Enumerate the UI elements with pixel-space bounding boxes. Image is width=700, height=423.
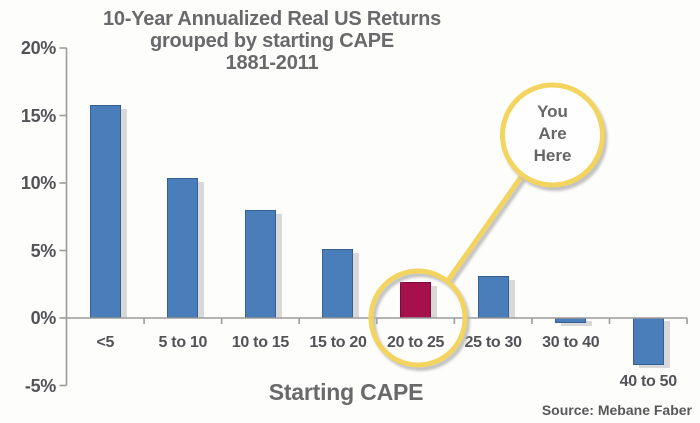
y-tick-label: 20% (20, 38, 56, 58)
bar (89, 104, 121, 318)
bar (322, 249, 354, 318)
bar (555, 318, 587, 324)
bar (477, 276, 509, 318)
y-tick-label: 15% (20, 105, 56, 126)
y-tick-label: 0% (30, 308, 57, 328)
chart-title-line1: 10-Year Annualized Real US Returns (102, 8, 442, 30)
x-axis-title: Starting CAPE (268, 379, 424, 405)
callout-text-line2: Are (538, 124, 567, 143)
bar-highlighted (400, 281, 432, 318)
bar (244, 210, 276, 318)
x-tick-label: 20 to 25 (386, 334, 445, 351)
chart-title-line3: 1881-2011 (225, 52, 319, 74)
chart-title: 10-Year Annualized Real US Returns group… (22, 8, 522, 74)
x-tick-label: 10 to 15 (231, 334, 290, 351)
callout-text-line1: You (537, 102, 568, 121)
y-tick-label: -5% (24, 375, 56, 396)
callout-text-line3: Here (533, 146, 572, 165)
x-tick-label: 5 to 10 (158, 334, 208, 351)
bar (632, 318, 664, 366)
callout-text: You Are Here (502, 101, 603, 167)
x-tick-label: <5 (96, 334, 115, 351)
chart-title-line2: grouped by starting CAPE (149, 30, 395, 52)
source-credit: Source: Mebane Faber (541, 402, 692, 418)
y-tick-label: 5% (30, 240, 57, 261)
x-tick-label: 15 to 20 (309, 334, 367, 351)
y-tick-label: 10% (20, 173, 56, 193)
x-tick-label: 40 to 50 (619, 373, 677, 391)
bar-shadow (561, 321, 593, 327)
x-tick-label: 30 to 40 (542, 334, 600, 351)
x-tick-label: 25 to 30 (464, 334, 522, 351)
bar (167, 177, 199, 318)
